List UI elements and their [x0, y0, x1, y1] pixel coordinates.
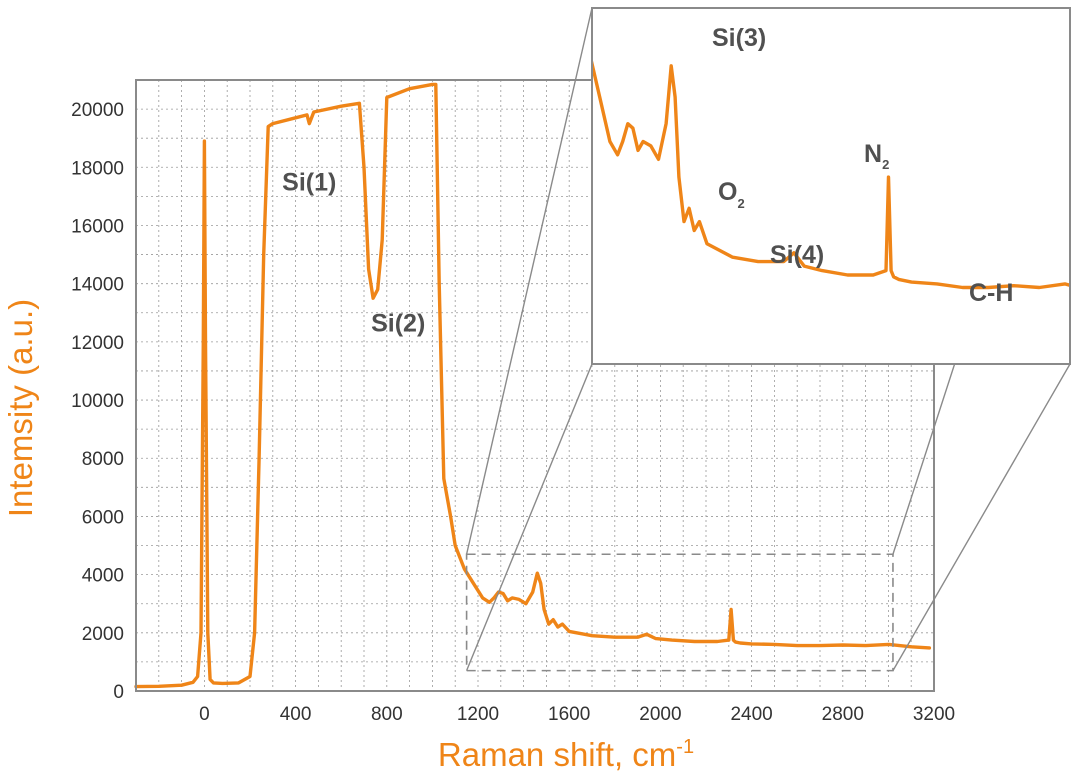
peak-annotation: Si(1): [282, 169, 336, 197]
y-tick-label: 4000: [82, 566, 124, 587]
y-tick-label: 18000: [71, 158, 124, 179]
y-tick-label: 2000: [82, 624, 124, 645]
y-axis-title: Intemsity (a.u.): [2, 299, 39, 517]
zoom-connector: [465, 7, 593, 555]
y-tick-label: 16000: [71, 216, 124, 237]
y-tick-label: 12000: [71, 333, 124, 354]
x-tick-label: 0: [199, 704, 210, 725]
inset-label-n2: N2: [864, 140, 889, 172]
inset-label-si3: Si(3): [712, 24, 766, 52]
x-tick-label: 1200: [457, 704, 499, 725]
inset-panel: Si(3) O2 Si(4) N2 C-H: [591, 7, 1071, 365]
x-tick-label: 2800: [822, 704, 864, 725]
y-tick-label: 0: [113, 682, 124, 703]
zoom-connector: [892, 363, 1071, 671]
x-tick-label: 2400: [730, 704, 772, 725]
main-annotations: Si(1) Si(2): [282, 169, 425, 338]
y-tick-label: 14000: [71, 275, 124, 296]
x-tick-label: 1600: [548, 704, 590, 725]
y-tick-label: 20000: [71, 100, 124, 121]
y-tick-labels: 0 2000 4000 6000 8000 10000 12000 14000 16000 180…: [71, 100, 124, 703]
inset-series-line: [592, 56, 1070, 290]
zoom-region-box: [465, 553, 894, 672]
x-tick-label: 400: [280, 704, 312, 725]
peak-annotation: Si(2): [371, 310, 425, 338]
x-tick-label: 3200: [913, 704, 955, 725]
inset-label-si4: Si(4): [770, 241, 824, 269]
inset-background: [592, 8, 1070, 364]
x-tick-labels: 0 400 800 1200 1600 2000 2400 2800 3200: [199, 704, 955, 725]
inset-frame: [591, 7, 1071, 365]
y-tick-label: 8000: [82, 449, 124, 470]
x-tick-label: 2000: [639, 704, 681, 725]
y-tick-label: 10000: [71, 391, 124, 412]
x-tick-label: 800: [371, 704, 403, 725]
plot-frame: [135, 79, 935, 692]
series-line: [134, 82, 932, 689]
inset-label-o2: O2: [718, 178, 745, 211]
zoom-connector: [465, 363, 593, 671]
inset-label-ch: C-H: [969, 279, 1013, 307]
y-tick-label: 6000: [82, 507, 124, 528]
x-axis-title: Raman shift, cm-1: [438, 736, 694, 773]
